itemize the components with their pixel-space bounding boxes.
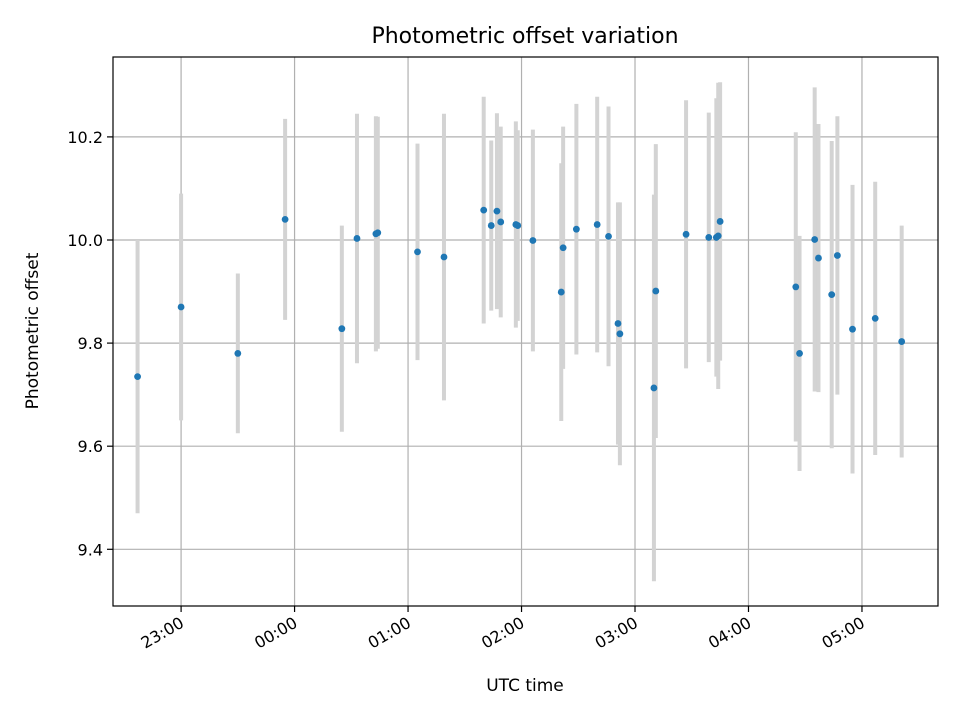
data-point: [414, 248, 421, 256]
data-point: [234, 350, 242, 357]
data-point: [514, 222, 522, 229]
data-point: [487, 222, 495, 229]
data-point: [281, 215, 289, 223]
x-tick-label: 04:00: [705, 613, 754, 653]
data-point: [177, 303, 185, 311]
data-points: [134, 206, 906, 392]
error-bars: [135, 82, 904, 582]
data-point: [134, 373, 141, 381]
data-point: [614, 320, 622, 327]
data-point: [374, 229, 382, 237]
y-axis-ticks: 9.4 9.6 9.8 10.0 10.2: [67, 128, 113, 559]
data-point: [497, 218, 505, 226]
data-point: [480, 206, 488, 214]
data-point: [796, 350, 803, 357]
data-point: [650, 384, 658, 392]
x-axis-label: UTC time: [486, 676, 564, 696]
data-point: [716, 218, 724, 225]
data-point: [440, 253, 448, 261]
data-point: [559, 244, 567, 252]
data-point: [353, 235, 361, 242]
data-point: [815, 254, 822, 262]
y-tick-label: 9.6: [78, 437, 103, 456]
data-point: [811, 236, 819, 243]
data-point: [792, 283, 800, 291]
data-point: [828, 291, 836, 299]
data-point: [493, 207, 501, 215]
data-point: [714, 232, 722, 240]
data-point: [871, 314, 879, 322]
data-point: [616, 330, 624, 338]
data-point: [605, 232, 612, 240]
data-point: [705, 234, 713, 241]
chart-title: Photometric offset variation: [371, 24, 678, 49]
x-tick-label: 23:00: [138, 613, 187, 653]
x-tick-label: 01:00: [365, 613, 414, 653]
y-tick-label: 9.8: [78, 334, 103, 353]
x-tick-label: 02:00: [478, 613, 527, 653]
x-tick-label: 05:00: [819, 613, 868, 653]
x-axis-ticks: 23:00 00:00 01:00 02:00 03:00 04:00 05:00: [138, 606, 868, 653]
y-tick-label: 10.0: [67, 231, 103, 250]
data-point: [529, 237, 537, 244]
plot-frame: [112, 56, 939, 607]
y-tick-label: 10.2: [67, 128, 103, 147]
x-tick-label: 03:00: [592, 613, 641, 653]
y-tick-label: 9.4: [78, 540, 103, 559]
x-tick-label: 00:00: [251, 613, 300, 653]
data-point: [557, 288, 565, 296]
data-point: [652, 287, 660, 295]
data-point: [593, 221, 601, 228]
data-point: [338, 325, 346, 333]
data-point: [572, 225, 580, 233]
y-axis-label: Photometric offset: [23, 252, 43, 409]
data-point: [849, 325, 856, 333]
data-point: [898, 338, 906, 345]
data-point: [833, 252, 841, 259]
data-point: [682, 230, 690, 238]
